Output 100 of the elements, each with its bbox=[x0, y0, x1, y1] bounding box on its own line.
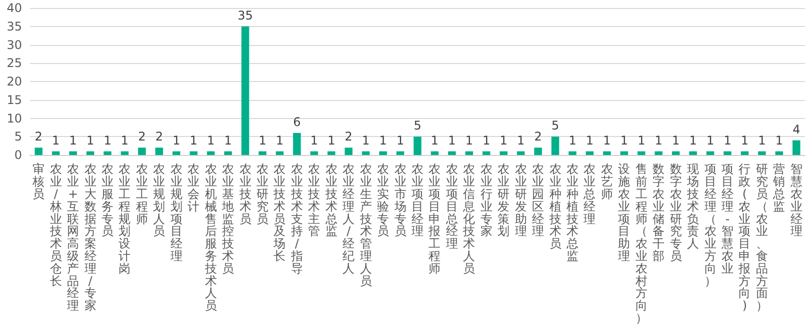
category-label: 农业技术支持/指导 bbox=[290, 162, 303, 276]
data-label: 35 bbox=[238, 8, 253, 22]
y-tick-label: 35 bbox=[6, 19, 22, 34]
bar bbox=[396, 151, 404, 155]
data-label: 1 bbox=[568, 133, 576, 148]
x-tick-label: 农业研发助理 bbox=[514, 162, 527, 238]
bar bbox=[69, 151, 77, 155]
bar bbox=[258, 151, 266, 155]
category-label: 农业工程规划设计岗 bbox=[118, 162, 131, 276]
category-label: 项目经理（农业方向） bbox=[704, 162, 716, 288]
data-label: 1 bbox=[620, 133, 628, 148]
bar bbox=[792, 140, 800, 155]
x-tick-label: 农业总经理 bbox=[582, 162, 596, 226]
data-label: 1 bbox=[172, 133, 180, 148]
data-label: 1 bbox=[52, 133, 60, 148]
data-label: 1 bbox=[603, 133, 611, 148]
x-tick-label: 农业种植技术总监 bbox=[566, 162, 578, 263]
data-label: 1 bbox=[430, 133, 439, 148]
bar bbox=[155, 148, 164, 155]
bar bbox=[224, 151, 232, 155]
bar bbox=[310, 151, 318, 155]
bar bbox=[241, 26, 250, 155]
data-label: 1 bbox=[69, 133, 77, 148]
category-label: 农业/林业技术员仓长 bbox=[50, 162, 62, 288]
data-label: 1 bbox=[362, 133, 370, 148]
x-tick-label: 审核员 bbox=[32, 162, 45, 201]
data-label: 2 bbox=[138, 130, 146, 144]
data-label: 1 bbox=[86, 133, 94, 148]
x-tick-label: 农业园区经理 bbox=[532, 162, 544, 238]
category-label: 研究员（农业、食品方面） bbox=[756, 162, 768, 313]
category-label: 农业信息化技术人员 bbox=[463, 162, 476, 276]
data-label: 5 bbox=[414, 118, 422, 133]
bar bbox=[689, 151, 697, 155]
data-label: 1 bbox=[120, 133, 129, 148]
data-label: 1 bbox=[379, 133, 387, 148]
category-label: 售前工程师（农业农村方向） bbox=[635, 162, 648, 325]
bar bbox=[120, 151, 129, 155]
data-label: 1 bbox=[775, 133, 783, 148]
x-tick-label: 数字农业储备干部 bbox=[652, 162, 665, 263]
data-label: 1 bbox=[448, 133, 456, 148]
data-label: 1 bbox=[706, 133, 714, 148]
data-label: 1 bbox=[689, 133, 697, 148]
bar bbox=[516, 151, 525, 155]
y-tick-label: 25 bbox=[6, 56, 22, 70]
data-label: 1 bbox=[638, 133, 646, 148]
category-label: 农业经理人/经纪人 bbox=[342, 162, 355, 276]
data-label: 1 bbox=[740, 133, 749, 148]
data-label: 5 bbox=[551, 118, 560, 133]
data-label: 1 bbox=[500, 133, 508, 148]
data-label: 2 bbox=[534, 130, 542, 144]
bar bbox=[172, 151, 180, 155]
bar bbox=[344, 148, 352, 155]
y-tick-label: 0 bbox=[14, 148, 22, 162]
bar bbox=[706, 151, 714, 155]
x-tick-label: 农业技术总监 bbox=[324, 162, 338, 238]
x-tick-label: 农业服务专员 bbox=[102, 162, 114, 238]
bar bbox=[448, 151, 456, 155]
bar bbox=[465, 151, 474, 155]
bar bbox=[775, 151, 784, 155]
data-label: 1 bbox=[104, 133, 112, 148]
data-label: 1 bbox=[482, 133, 490, 148]
bar bbox=[276, 151, 284, 155]
data-label: 1 bbox=[328, 133, 336, 148]
category-label: 农业大数据方案经理/专家 bbox=[84, 162, 96, 313]
y-tick-label: 15 bbox=[6, 92, 22, 107]
bar bbox=[724, 151, 732, 155]
bar bbox=[638, 151, 646, 155]
x-tick-label: 农业研发策划 bbox=[498, 162, 510, 238]
data-label: 1 bbox=[396, 133, 404, 148]
x-tick-label: 农业技术员及场长 bbox=[272, 162, 286, 263]
bar bbox=[620, 151, 628, 155]
data-label: 1 bbox=[224, 133, 232, 148]
bar bbox=[740, 151, 749, 155]
category-label: 农业+互联网高级产品经理 bbox=[67, 162, 80, 313]
bar bbox=[138, 148, 146, 155]
data-label: 1 bbox=[724, 133, 732, 148]
y-tick-label: 10 bbox=[6, 111, 22, 126]
data-label: 1 bbox=[310, 133, 318, 148]
data-label: 1 bbox=[672, 133, 680, 148]
data-label: 2 bbox=[34, 130, 42, 144]
bar bbox=[414, 136, 422, 155]
data-label: 1 bbox=[207, 133, 215, 148]
x-tick-label: 农业规划项目经理 bbox=[170, 162, 182, 263]
x-tick-label: 农艺师 bbox=[600, 162, 613, 201]
bar bbox=[379, 151, 387, 155]
data-label: 1 bbox=[190, 133, 198, 148]
y-tick-label: 20 bbox=[6, 74, 22, 88]
data-label: 6 bbox=[293, 114, 301, 129]
bar bbox=[586, 151, 594, 155]
x-tick-label: 农业实验专员 bbox=[377, 162, 390, 238]
x-tick-label: 数字农业研究专员 bbox=[670, 162, 682, 263]
data-label: 1 bbox=[465, 133, 473, 148]
x-tick-label: 农业研究员 bbox=[256, 162, 268, 226]
bar bbox=[104, 151, 112, 155]
bar bbox=[672, 151, 680, 155]
category-label: 农业基地监控技术员 bbox=[222, 162, 234, 276]
bar bbox=[430, 151, 439, 155]
y-tick-label: 5 bbox=[14, 130, 22, 144]
y-tick-label: 30 bbox=[6, 38, 22, 52]
x-tick-label: 农业种植技术员 bbox=[548, 162, 562, 251]
